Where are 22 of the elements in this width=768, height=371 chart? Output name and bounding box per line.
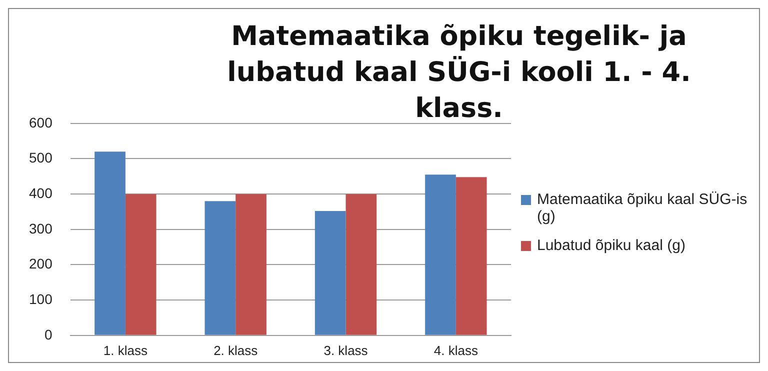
bar (236, 194, 266, 335)
bar (314, 211, 346, 335)
y-tick-label: 600 (29, 114, 53, 130)
x-tick-label: 2. klass (214, 342, 258, 358)
y-tick-label: 400 (29, 184, 53, 201)
legend-label: Matemaatika õpiku kaal SÜG-is (g) (537, 191, 748, 225)
bar (346, 194, 377, 335)
y-tick-label: 500 (29, 150, 53, 166)
bar (94, 152, 126, 335)
bar (204, 201, 236, 335)
x-tick-label: 3. klass (324, 342, 368, 358)
y-tick-label: 200 (29, 256, 53, 272)
y-tick-label: 100 (29, 290, 53, 307)
x-tick-label: 1. klass (103, 342, 148, 358)
bar (425, 174, 456, 335)
legend-label: Lubatud õpiku kaal (g) (537, 237, 686, 254)
bar (125, 194, 156, 335)
y-tick-label: 300 (29, 220, 53, 236)
chart-title: Matemaatika õpiku tegelik- ja lubatud kaal SÜG-i kooli 1. - 4. klass. (226, 20, 692, 126)
x-tick-label: 4. klass (434, 342, 478, 358)
y-tick-label: 0 (44, 326, 53, 342)
bar (456, 177, 487, 335)
